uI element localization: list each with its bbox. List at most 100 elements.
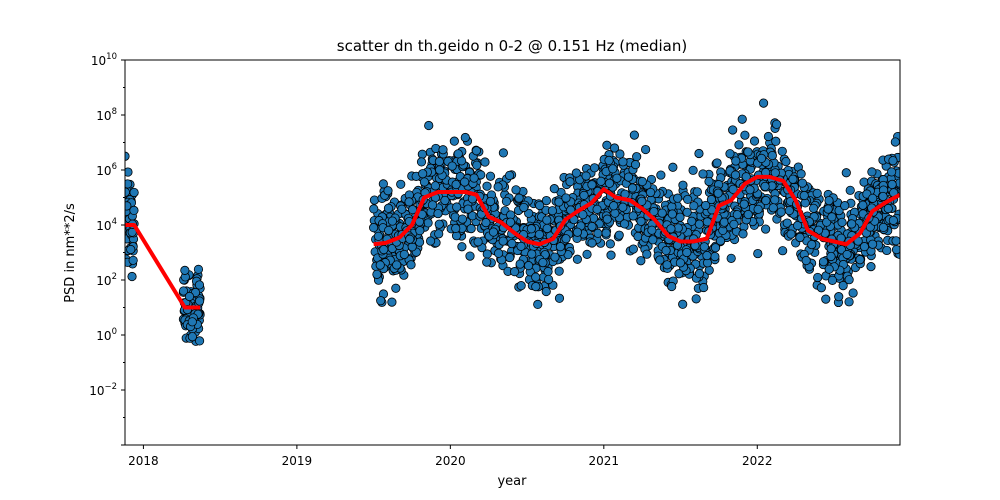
scatter-point [396,179,406,189]
scatter-point [682,247,692,258]
scatter-point [471,146,482,156]
scatter-point [628,244,638,254]
scatter-point [509,267,520,277]
scatter-point [662,260,672,270]
scatter-point [593,228,603,238]
scatter-point [878,191,888,202]
scatter-point [596,176,606,186]
scatter-point [125,179,133,189]
scatter-point [193,264,204,274]
scatter-point [608,164,618,174]
scatter-point [435,165,445,175]
scatter-point [661,245,671,256]
scatter-point [481,218,491,228]
scatter-point [424,120,434,131]
scatter-point [808,203,819,213]
scatter-point [383,203,394,213]
scatter-point [656,170,666,180]
scatter-point [761,224,771,234]
scatter-point [655,255,665,265]
scatter-point [838,280,848,291]
scatter-point [704,176,714,187]
scatter-point [767,150,777,161]
scatter-point [824,264,834,274]
scatter-point [637,196,647,206]
scatter-point [637,176,647,187]
scatter-point [763,131,774,142]
scatter-point [572,227,583,237]
scatter-point [187,332,197,342]
y-axis-label: PSD in nm**2/s [63,203,78,303]
scatter-point [425,236,436,246]
scatter-point [890,137,900,147]
chart-title: scatter dn th.geido n 0-2 @ 0.151 Hz (me… [337,37,687,55]
scatter-point [834,292,844,302]
scatter-point [738,229,748,239]
scatter-point [515,259,525,269]
scatter-point [633,231,643,242]
scatter-point [710,251,720,262]
scatter-point [498,148,508,158]
y-tick-label: 108 [96,107,117,123]
scatter-point [505,252,515,263]
scatter-point [807,239,817,250]
median-lines [125,174,900,310]
scatter-point [457,214,468,224]
scatter-point [550,252,560,262]
scatter-point [715,236,726,246]
scatter-point [770,195,780,205]
scatter-point [887,179,897,189]
scatter-point [194,296,205,306]
scatter-point [645,187,656,198]
scatter-point [581,171,591,181]
scatter-point [129,205,139,215]
scatter-point [801,255,811,266]
scatter-point [756,153,767,163]
scatter-point [827,275,838,285]
scatter-point [847,219,857,229]
scatter-point [737,114,747,124]
scatter-point [666,224,676,234]
scatter-point [868,193,878,203]
scatter-point [504,170,515,181]
scatter-point [858,200,868,210]
scatter-point [728,125,738,135]
scatter-point [699,242,709,252]
scatter-point [383,186,393,196]
y-tick-label: 102 [96,272,117,288]
scatter-point [375,260,385,270]
scatter-point [505,217,516,227]
scatter-point [868,239,878,249]
median-line [373,174,900,247]
scatter-point [713,188,723,198]
scatter-point [710,243,721,253]
scatter-point [891,236,900,246]
scatter-point [859,242,870,252]
scatter-point [406,260,416,270]
scatter-point [781,156,791,167]
scatter-point [610,208,620,218]
scatter-point [739,199,749,209]
scatter-point [440,195,450,206]
scatter-point [417,149,427,159]
scatter-point [725,149,735,159]
scatter-point [554,266,564,276]
scatter-point [399,249,409,260]
scatter-point [587,222,597,232]
scatter-point [434,229,444,239]
scatter-point [605,239,615,249]
scatter-point [571,168,581,178]
scatter-point [180,265,190,275]
y-tick-label: 106 [96,162,117,178]
scatter-point [457,242,467,252]
scatter-point [888,215,898,225]
scatter-point [561,193,571,203]
scatter-point [632,152,642,162]
scatter-point [527,249,537,259]
scatter-point [387,216,397,226]
scatter-point [384,225,394,236]
scatter-point [823,204,833,214]
scatter-point [565,177,575,187]
scatter-point [541,286,551,297]
